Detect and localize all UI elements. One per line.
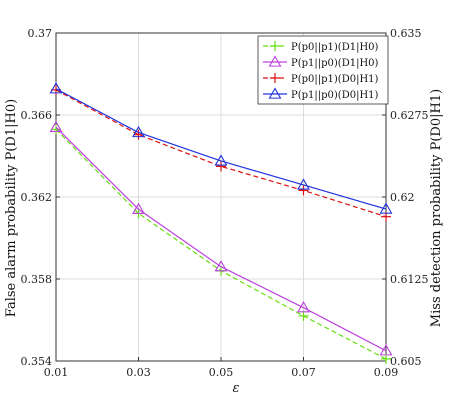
left-axis-label: False alarm probability P(D1|H0): [4, 99, 19, 317]
legend-box: [257, 35, 389, 105]
legend-entry-label: P(p0||p1)(D0|H1): [291, 74, 379, 85]
series-4: [49, 82, 393, 214]
x-tick-label: 0.01: [44, 366, 69, 379]
x-tick-label: 0.03: [126, 366, 151, 379]
legend-marker: [268, 55, 282, 67]
x-axis-label: ε: [233, 381, 240, 396]
legend-entry-label: P(p1||p0)(D0|H1): [291, 90, 379, 101]
left-tick-label: 0.366: [21, 109, 53, 122]
left-tick-label: 0.354: [21, 355, 53, 368]
data-point: [381, 353, 391, 364]
left-tick-label: 0.358: [21, 273, 53, 286]
data-point: [297, 178, 310, 190]
left-tick-label: 0.362: [21, 191, 53, 204]
legend-entry-label: P(p0||p1)(D1|H0): [291, 42, 379, 53]
x-tick-label: 0.05: [209, 366, 234, 379]
data-point: [49, 120, 63, 132]
data-point: [214, 154, 228, 166]
x-tick-label: 0.09: [374, 366, 399, 379]
right-tick-label: 0.6275: [390, 109, 429, 122]
right-axis-ticks: 0.605 0.6125 0.62 0.6275 0.635: [382, 27, 429, 368]
left-tick-label: 0.37: [28, 27, 53, 40]
series-line: [55, 88, 387, 210]
right-axis-label: Miss detection probability P(D0|H1): [429, 89, 444, 327]
data-point: [132, 125, 145, 138]
legend-entry-label: P(p1||p0)(D1|H0): [291, 58, 379, 69]
right-tick-label: 0.62: [390, 191, 415, 204]
left-axis-ticks: 0.354 0.358 0.362 0.366 0.37: [21, 27, 60, 368]
legend-marker: [270, 73, 280, 83]
data-point: [379, 202, 393, 214]
legend: P(p0||p1)(D1|H0) P(p1||p0)(D1|H0) P(p0||p1…: [257, 35, 389, 105]
series-group: [49, 82, 393, 364]
data-point: [51, 124, 61, 135]
series-2: [49, 120, 393, 356]
data-point: [297, 301, 310, 313]
data-point: [214, 260, 228, 272]
data-point: [49, 82, 63, 94]
right-tick-label: 0.605: [390, 355, 422, 368]
data-point: [298, 185, 309, 196]
data-point: [298, 310, 309, 321]
right-tick-label: 0.635: [390, 27, 422, 40]
data-point: [133, 129, 144, 140]
data-point: [132, 202, 145, 214]
right-tick-label: 0.6125: [390, 273, 429, 286]
data-point: [379, 344, 393, 356]
series-line: [55, 126, 387, 352]
legend-marker: [270, 41, 280, 51]
x-axis-ticks: 0.01 0.03 0.05 0.07 0.09: [44, 357, 399, 379]
x-tick-label: 0.07: [291, 366, 316, 379]
legend-marker: [268, 87, 282, 99]
data-point: [216, 161, 226, 172]
series-line: [55, 89, 387, 218]
